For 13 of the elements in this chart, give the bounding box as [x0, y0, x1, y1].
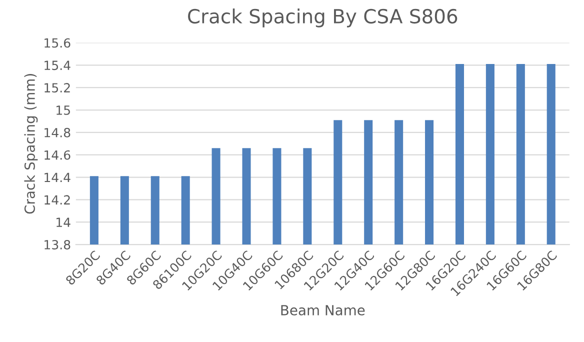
x-axis-title: Beam Name — [281, 305, 365, 316]
y-tick-label: 14.8 — [44, 128, 70, 138]
y-tick-label: 14.2 — [44, 195, 70, 204]
chart-title: Crack Spacing By CSA S806 — [188, 8, 458, 28]
y-tick-label: 15.4 — [44, 60, 70, 70]
y-tick-label: 14.4 — [44, 172, 70, 182]
y-tick-label: 14.6 — [44, 150, 70, 160]
y-tick-label: 15 — [56, 106, 70, 115]
y-axis-title: Crack Spacing (mm) — [24, 74, 38, 214]
y-tick-label: 14 — [56, 218, 70, 227]
y-tick-label: 15.2 — [44, 83, 70, 93]
y-tick-label: 13.8 — [44, 240, 70, 250]
y-tick-label: 15.6 — [44, 38, 70, 48]
